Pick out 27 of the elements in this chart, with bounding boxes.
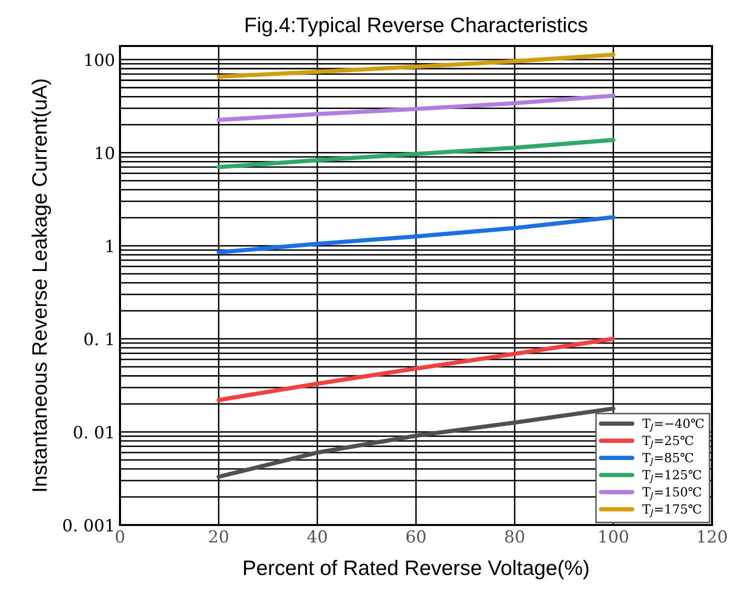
- y-axis-title: Instantaneous Reverse Leakage Current(uA): [32, 79, 52, 491]
- x-tick-label: 20: [209, 530, 228, 543]
- legend-label: T$_{J}$=150℃: [642, 487, 702, 500]
- legend-label: T$_{J}$=125℃: [642, 470, 702, 484]
- y-tick-label: 0. 01: [74, 426, 113, 438]
- legend-label: T$_{J}$=−40℃: [642, 418, 704, 432]
- line-series: [216, 94, 616, 122]
- y-tick-label: 100: [85, 54, 114, 66]
- y-tick-label: 0. 001: [63, 518, 113, 532]
- line-series: [216, 52, 616, 79]
- y-tick-label: 10: [96, 146, 114, 160]
- line-series: [216, 336, 616, 402]
- x-tick-label: 60: [406, 530, 426, 543]
- line-series: [216, 215, 616, 254]
- y-tick-label: 0. 1: [84, 332, 113, 346]
- legend-label: T$_{J}$=175℃: [642, 504, 702, 518]
- y-tick-label: 1: [106, 240, 113, 252]
- legend-label: T$_{J}$=25℃: [642, 436, 694, 449]
- x-axis-title: Percent of Rated Reverse Voltage(%): [244, 560, 588, 580]
- line-series: [216, 138, 616, 170]
- x-tick-label: 80: [505, 530, 524, 543]
- chart-title: Fig.4:Typical Reverse Characteristics: [246, 17, 588, 36]
- x-tick-label: 40: [307, 530, 327, 543]
- x-tick-label: 0: [116, 530, 124, 543]
- x-tick-label: 100: [599, 530, 628, 543]
- x-tick-label: 120: [698, 530, 727, 543]
- legend-label: T$_{J}$=85℃: [642, 452, 694, 466]
